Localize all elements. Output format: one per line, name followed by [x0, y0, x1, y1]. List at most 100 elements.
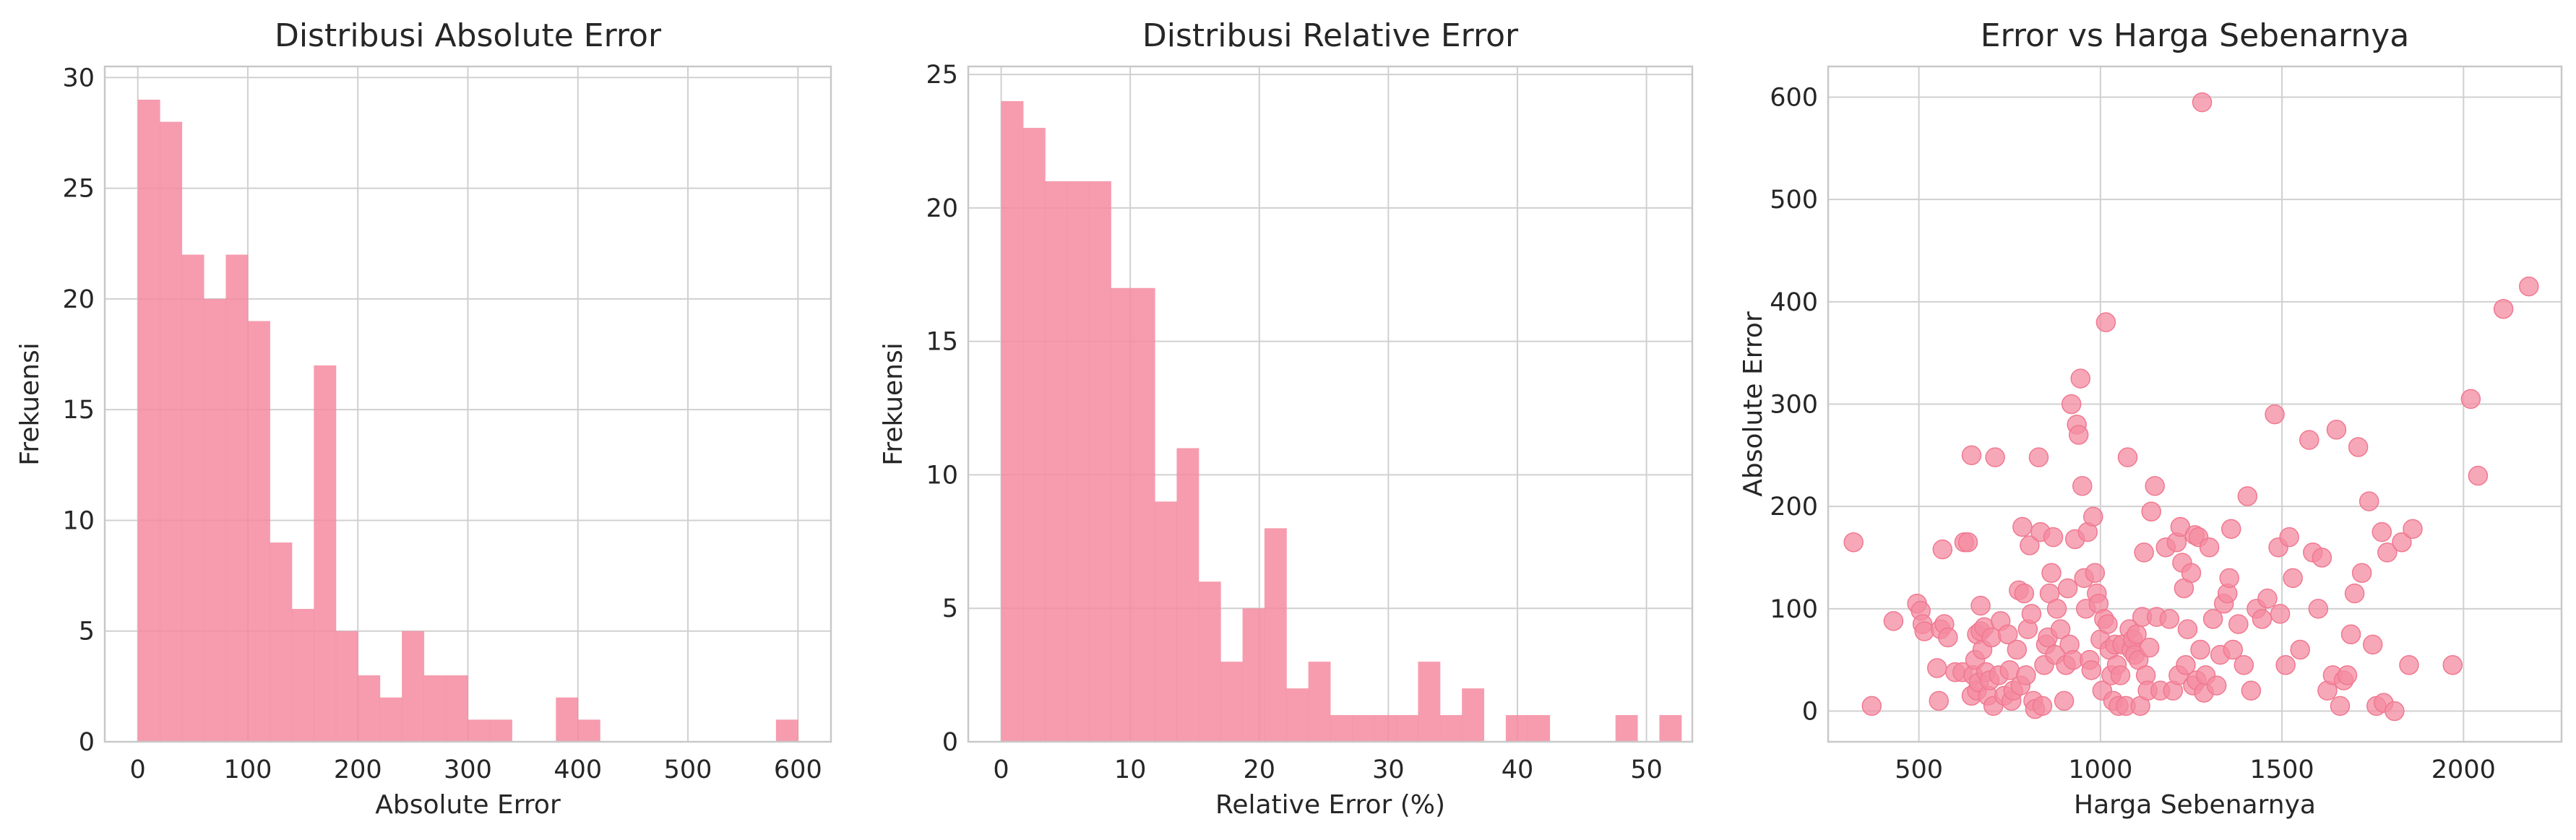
scatter-point [2192, 92, 2213, 113]
histogram-bar [225, 254, 249, 742]
scatter-point [2199, 537, 2220, 558]
y-tick-label: 5 [942, 594, 958, 623]
y-axis-label: Frekuensi [879, 342, 908, 466]
y-tick-label: 15 [62, 396, 95, 425]
axes-frame [103, 65, 832, 743]
histogram-bar [1264, 528, 1287, 742]
scatter-point [2014, 583, 2035, 604]
x-tick-label: 10 [1114, 755, 1147, 784]
x-axis-label: Relative Error (%) [1215, 790, 1445, 820]
scatter-point [2351, 563, 2372, 583]
histogram-bar [1045, 181, 1068, 742]
scatter-point [1997, 624, 2018, 644]
scatter-point [2145, 476, 2165, 496]
scatter-point [2362, 634, 2383, 655]
histogram-bar [291, 609, 314, 742]
histogram-bar [1505, 715, 1528, 742]
histogram-bar [1132, 287, 1155, 742]
chart-title: Distribusi Relative Error [1142, 17, 1519, 54]
scatter-point [2403, 519, 2423, 540]
scatter-point [2085, 563, 2106, 583]
x-tick-label: 40 [1502, 755, 1534, 784]
x-tick-label: 500 [1895, 755, 1943, 784]
histogram-bar [1308, 662, 1331, 742]
histogram-bar [1176, 448, 1199, 742]
y-tick-label: 15 [926, 328, 958, 357]
scatter-point [2283, 568, 2303, 589]
histogram-bar [489, 719, 512, 742]
scatter-point [2134, 542, 2154, 563]
x-tick-label: 300 [444, 755, 492, 784]
scatter-point [1932, 539, 1953, 560]
x-tick-label: 600 [774, 755, 822, 784]
scatter-point [2083, 506, 2103, 527]
histogram-bar [314, 365, 337, 742]
histogram-bar [1418, 662, 1441, 742]
histogram-bar [1615, 715, 1638, 742]
histogram-bar [1330, 715, 1353, 742]
scatter-point [2041, 563, 2062, 583]
scatter-point [1961, 445, 1982, 466]
scatter-point [2141, 501, 2161, 521]
y-tick-label: 100 [1770, 595, 1818, 624]
y-tick-label: 0 [942, 728, 958, 757]
scatter-point [2043, 527, 2064, 547]
scatter-point [2098, 614, 2118, 634]
scatter-point [2139, 637, 2160, 658]
scatter-point [2028, 447, 2049, 467]
scatter-point [2312, 547, 2332, 568]
chart-title: Distribusi Absolute Error [275, 17, 662, 54]
scatter-point [2275, 655, 2296, 675]
axes-frame [1827, 65, 2563, 743]
histogram-bar [1155, 501, 1177, 742]
x-tick-label: 500 [664, 755, 712, 784]
x-tick-label: 1500 [2250, 755, 2314, 784]
x-tick-label: 30 [1372, 755, 1405, 784]
scatter-point [2021, 604, 2042, 624]
scatter-point [2110, 665, 2131, 685]
y-tick-label: 300 [1770, 391, 1818, 420]
scatter-point [2177, 619, 2198, 639]
histogram-bar [204, 298, 226, 742]
histogram-bar [1089, 181, 1111, 742]
histogram-bar [181, 254, 204, 742]
scatter-point [1883, 611, 1904, 631]
scatter-point [2330, 696, 2351, 716]
histogram-bar [775, 719, 798, 742]
scatter-point [2190, 639, 2210, 660]
scatter-point [2468, 465, 2489, 486]
x-tick-label: 0 [993, 755, 1009, 784]
scatter-point [2279, 527, 2299, 547]
y-tick-label: 25 [926, 61, 958, 90]
scatter-point [2219, 568, 2239, 589]
y-axis-label: Absolute Error [1739, 311, 1768, 497]
scatter-point [2233, 655, 2254, 675]
scatter-point [2252, 609, 2273, 629]
x-tick-label: 2000 [2431, 755, 2496, 784]
scatter-point [2442, 655, 2463, 675]
y-tick-label: 600 [1770, 84, 1818, 113]
scatter-point [2016, 665, 2036, 685]
histogram-bar [556, 697, 579, 742]
y-tick-label: 30 [62, 64, 95, 92]
y-tick-label: 0 [1802, 698, 1818, 727]
x-tick-label: 400 [553, 755, 602, 784]
scatter-point [1938, 627, 1958, 648]
histogram-bar [1111, 287, 1134, 742]
histogram-bar [468, 719, 491, 742]
scatter-point [2385, 701, 2405, 722]
histogram-bar [358, 675, 381, 742]
scatter-point [2176, 655, 2196, 675]
axes-frame [967, 65, 1694, 743]
y-tick-label: 25 [62, 175, 95, 204]
chart-title: Error vs Harga Sebenarnya [1981, 17, 2409, 54]
scatter-point [2290, 639, 2310, 660]
y-tick-label: 5 [79, 618, 95, 646]
scatter-point [2228, 614, 2249, 634]
scatter-point [2392, 532, 2412, 553]
scatter-point [2493, 299, 2514, 319]
histogram-bar [160, 121, 183, 742]
scatter-point [2072, 476, 2093, 496]
chart-error-vs-price-scatter: 500 1000 1500 2000 0 100 200 300 400 500 600 Error … [1739, 17, 2563, 820]
histogram-bar [1001, 101, 1024, 742]
